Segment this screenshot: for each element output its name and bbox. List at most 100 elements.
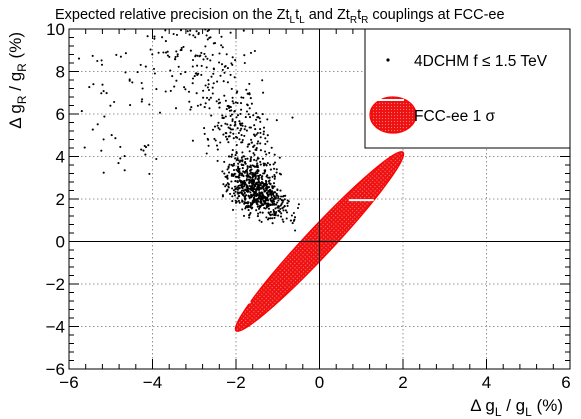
- scatter-point: [249, 51, 253, 54]
- scatter-point: [269, 188, 272, 191]
- scatter-point: [239, 172, 242, 175]
- scatter-point: [285, 211, 289, 214]
- scatter-point: [252, 186, 255, 189]
- scatter-point: [206, 57, 209, 60]
- scatter-point: [245, 190, 248, 193]
- scatter-point: [256, 142, 259, 145]
- legend-marker-dot: [386, 58, 390, 62]
- scatter-point: [255, 159, 258, 162]
- scatter-point: [231, 173, 235, 176]
- y-tick-label: −4: [46, 318, 65, 337]
- scatter-point: [211, 86, 214, 89]
- scatter-point: [276, 201, 279, 204]
- scatter-point: [278, 156, 281, 159]
- scatter-point: [237, 162, 240, 165]
- scatter-point: [213, 137, 216, 140]
- scatter-point: [164, 29, 167, 32]
- scatter-point: [209, 36, 212, 39]
- scatter-point: [240, 192, 244, 195]
- scatter-point: [250, 138, 253, 141]
- scatter-point: [275, 203, 278, 206]
- axis-tick-labels: −6 −4 −2 0 2 4 6 −6 −4 −2 0 2 4 6 8 10: [46, 20, 571, 392]
- scatter-point: [207, 138, 210, 141]
- scatter-point: [232, 174, 235, 178]
- scatter-point: [233, 194, 237, 197]
- scatter-point: [234, 157, 237, 160]
- scatter-point: [243, 134, 246, 137]
- scatter-point: [264, 150, 267, 153]
- scatter-point: [268, 151, 271, 154]
- scatter-point: [246, 103, 249, 106]
- scatter-point: [252, 152, 255, 155]
- scatter-point: [248, 150, 251, 153]
- scatter-point: [275, 211, 278, 214]
- scatter-point: [226, 168, 229, 171]
- y-tick-label: −2: [46, 275, 65, 294]
- scatter-point: [229, 31, 232, 34]
- scatter-point: [272, 185, 275, 188]
- scatter-point: [212, 82, 215, 85]
- scatter-point: [226, 182, 229, 185]
- x-axis-label: Δ gL / gL (%): [470, 396, 563, 419]
- scatter-point: [239, 102, 243, 105]
- scatter-point: [279, 197, 282, 200]
- scatter-point: [144, 153, 147, 156]
- scatter-point: [191, 77, 195, 80]
- scatter-point: [293, 218, 296, 221]
- scatter-point: [257, 157, 260, 160]
- scatter-point: [245, 188, 249, 191]
- scatter-point: [91, 54, 94, 57]
- scatter-point: [242, 96, 245, 99]
- scatter-point: [264, 142, 267, 146]
- scatter-point: [260, 200, 263, 203]
- scatter-point: [249, 211, 252, 215]
- scatter-point: [141, 87, 144, 90]
- scatter-point: [260, 191, 263, 194]
- scatter-point: [247, 195, 250, 198]
- scatter-point: [174, 55, 177, 59]
- scatter-point: [256, 205, 259, 208]
- scatter-point: [211, 92, 214, 95]
- scatter-point: [253, 124, 256, 127]
- scatter-point: [259, 149, 262, 152]
- scatter-point: [275, 119, 278, 122]
- scatter-point: [258, 191, 261, 194]
- scatter-point: [243, 201, 246, 204]
- scatter-point: [220, 35, 223, 38]
- scatter-point: [251, 206, 254, 209]
- scatter-point: [207, 88, 211, 92]
- scatter-point: [259, 163, 262, 166]
- scatter-point: [238, 138, 241, 141]
- scatter-point: [228, 105, 232, 108]
- scatter-point: [238, 187, 241, 190]
- legend: 4DCHM f ≤ 1.5 TeV FCC-ee 1 σ: [364, 28, 571, 149]
- scatter-point: [261, 113, 264, 116]
- scatter-point: [179, 72, 182, 75]
- scatter-point: [196, 73, 199, 77]
- scatter-point: [262, 194, 265, 197]
- scatter-point: [236, 186, 239, 189]
- scatter-point: [239, 112, 242, 115]
- scatter-point: [225, 108, 228, 111]
- scatter-point: [175, 79, 178, 82]
- scatter-point: [103, 115, 106, 118]
- scatter-point: [188, 33, 191, 36]
- scatter-point: [220, 44, 223, 47]
- scatter-point: [270, 190, 273, 193]
- scatter-point: [277, 206, 280, 209]
- scatter-point: [237, 131, 240, 135]
- scatter-point: [256, 181, 259, 184]
- scatter-point: [100, 92, 103, 95]
- scatter-point: [274, 214, 277, 217]
- scatter-point: [234, 154, 237, 157]
- scatter-point: [247, 143, 250, 146]
- scatter-point: [266, 202, 270, 205]
- scatter-point: [277, 214, 280, 217]
- scatter-point: [292, 211, 295, 215]
- scatter-point: [266, 196, 269, 199]
- scatter-point: [123, 155, 126, 158]
- scatter-point: [158, 111, 162, 114]
- scatter-point: [264, 137, 267, 140]
- scatter-point: [242, 29, 245, 32]
- y-tick-label: −6: [46, 360, 65, 379]
